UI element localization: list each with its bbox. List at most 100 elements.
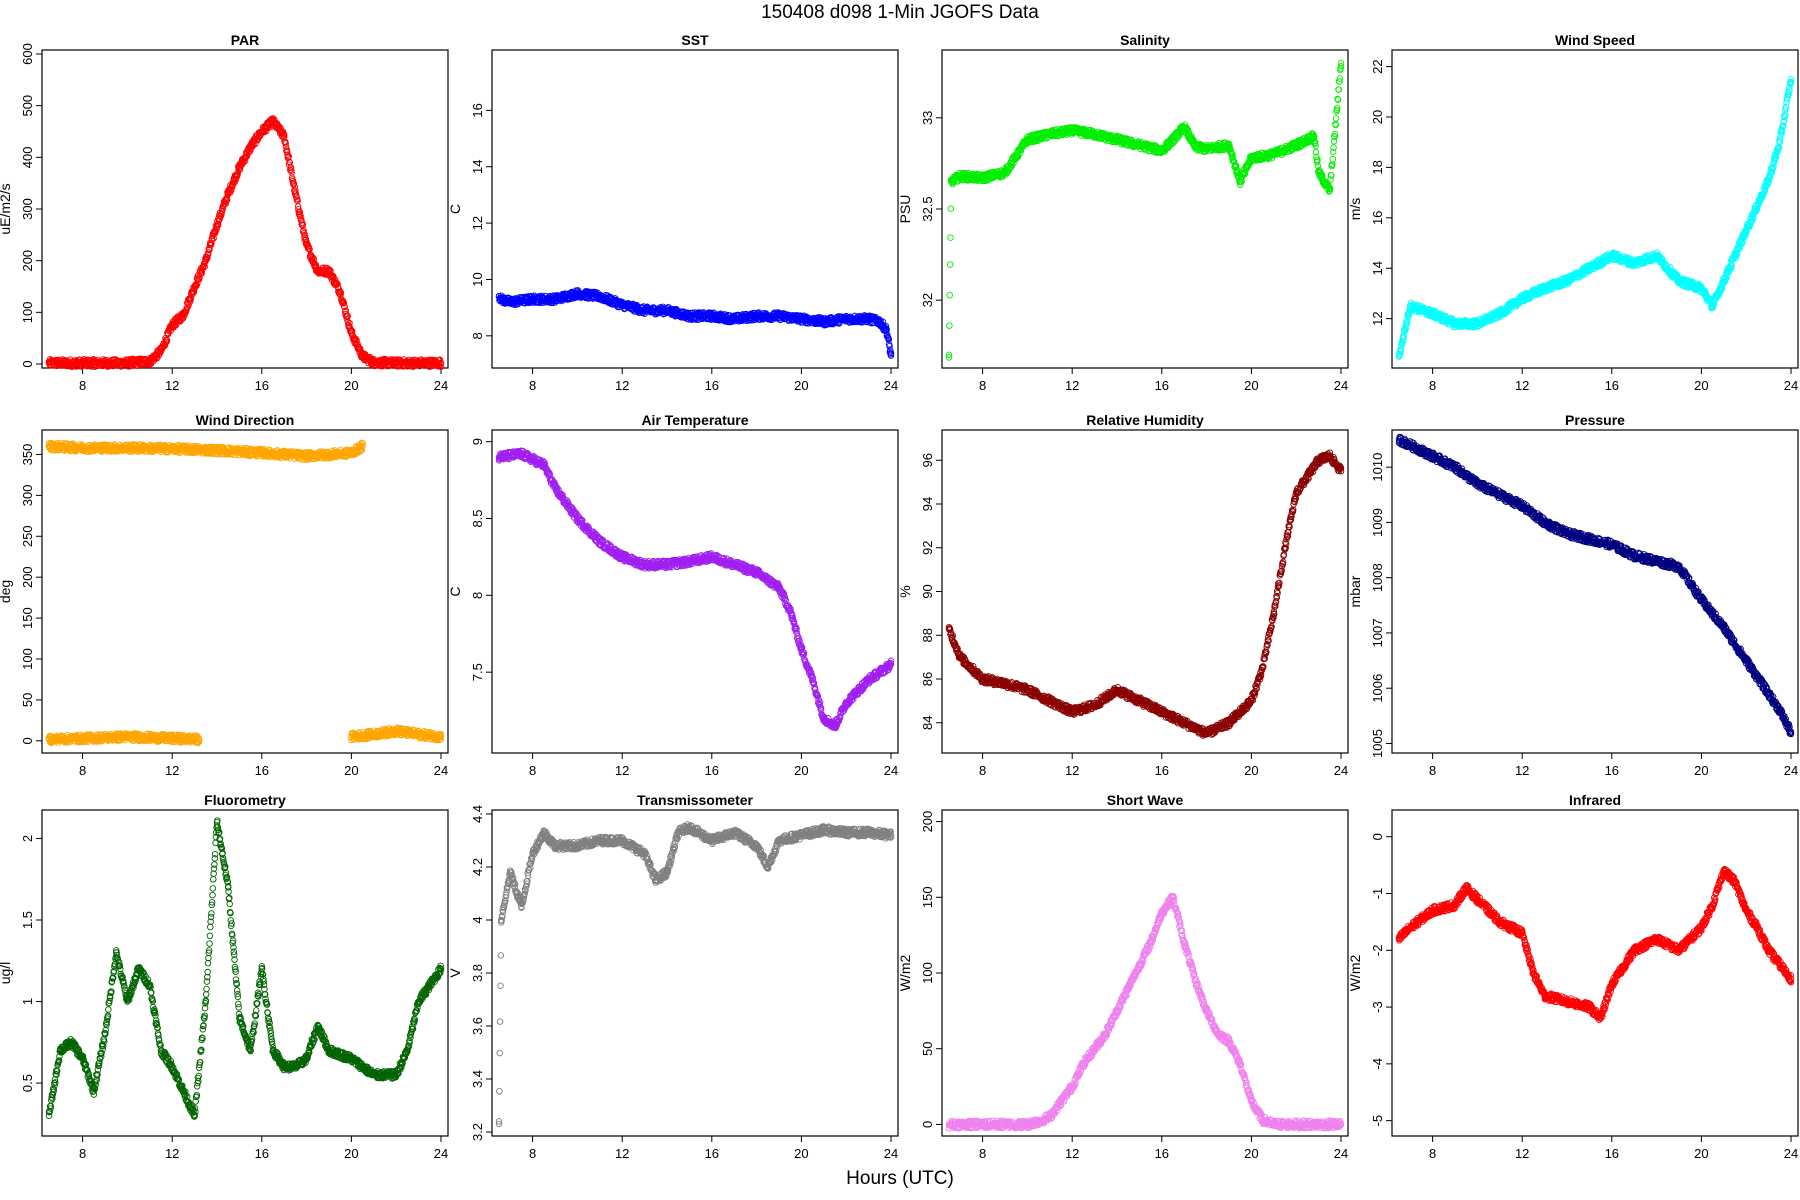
y-tick-label-wind-direction: 150	[20, 607, 35, 629]
y-tick-label-wind-direction: 350	[20, 444, 35, 466]
y-tick-label-wind-speed: 18	[1370, 160, 1385, 174]
y-tick-label-wind-direction: 200	[20, 566, 35, 588]
data-point-salinity	[946, 322, 953, 329]
data-point-par	[310, 255, 317, 263]
data-point-par	[183, 307, 190, 314]
y-tick-label-par: 300	[20, 198, 35, 220]
data-point-par	[284, 151, 291, 158]
y-tick-label-par: 200	[20, 250, 35, 272]
plot-frame-wind-direction	[41, 429, 449, 754]
plot-frame-salinity	[941, 49, 1349, 369]
y-tick-label-sst: 10	[470, 272, 485, 286]
data-point-par	[280, 134, 287, 141]
y-tick-label-wind-direction: 100	[20, 648, 35, 670]
data-point-salinity	[1332, 115, 1340, 122]
x-tick-label-par: 24	[434, 378, 448, 393]
data-point-par	[210, 234, 217, 242]
data-point-salinity	[947, 205, 955, 212]
data-point-par	[152, 355, 159, 363]
data-point-par	[280, 131, 288, 139]
y-tick-label-par: 100	[20, 301, 35, 323]
data-point-salinity	[1335, 86, 1343, 93]
x-tick-label-wind-direction: 20	[344, 763, 358, 778]
y-tick-label-wind-speed: 14	[1370, 261, 1385, 275]
y-tick-label-wind-speed: 16	[1370, 211, 1385, 225]
y-tick-label-par: 0	[20, 360, 35, 367]
data-point-par	[206, 246, 213, 253]
y-tick-label-sst: 8	[470, 332, 485, 339]
x-tick-label-sst: 24	[884, 378, 898, 393]
data-point-par	[234, 171, 241, 178]
y-axis-label-wind-speed: m/s	[1347, 198, 1363, 221]
panel-title-sst: SST	[681, 32, 709, 48]
y-tick-label-par: 600	[20, 43, 35, 65]
data-point-par	[330, 274, 337, 281]
data-point-par	[232, 175, 240, 183]
y-tick-label-wind-speed: 22	[1370, 59, 1385, 73]
x-tick-label-salinity: 8	[979, 378, 986, 393]
data-point-par	[163, 337, 171, 344]
y-tick-label-wind-speed: 12	[1370, 311, 1385, 325]
data-point-par	[287, 164, 295, 171]
x-tick-label-wind-direction: 24	[434, 763, 448, 778]
y-tick-label-salinity: 32	[920, 293, 935, 307]
y-tick-label-wind-direction: 0	[20, 737, 35, 744]
y-axis-label-par: uE/m2/s	[0, 183, 13, 234]
data-point-salinity	[946, 261, 954, 268]
x-tick-label-salinity: 12	[1065, 378, 1079, 393]
x-tick-label-sst: 12	[615, 378, 629, 393]
x-tick-label-par: 20	[344, 378, 358, 393]
x-tick-label-wind-speed: 24	[1784, 378, 1798, 393]
data-point-par	[211, 230, 219, 237]
x-tick-label-sst: 16	[705, 378, 719, 393]
x-tick-label-salinity: 24	[1334, 378, 1348, 393]
y-tick-label-par: 500	[20, 95, 35, 117]
data-point-par	[340, 299, 348, 307]
data-point-par	[291, 183, 298, 190]
data-point-par	[341, 303, 348, 311]
data-point-par	[179, 315, 187, 322]
x-tick-label-wind-speed: 16	[1605, 378, 1619, 393]
y-tick-label-sst: 16	[470, 103, 485, 117]
data-point-par	[337, 289, 345, 296]
plot-frame-par	[41, 49, 449, 369]
data-point-salinity	[1329, 155, 1337, 163]
panel-title-wind-speed: Wind Speed	[1555, 32, 1635, 48]
y-tick-label-wind-direction: 50	[20, 693, 35, 707]
y-tick-label-wind-direction: 250	[20, 525, 35, 547]
data-point-par	[290, 180, 298, 187]
data-point-par	[292, 187, 299, 194]
panel-title-salinity: Salinity	[1120, 32, 1170, 48]
data-point-salinity	[1337, 59, 1345, 67]
x-tick-label-salinity: 16	[1155, 378, 1169, 393]
x-tick-label-wind-speed: 8	[1429, 378, 1436, 393]
y-tick-label-wind-direction: 300	[20, 485, 35, 507]
panel-title-par: PAR	[231, 32, 260, 48]
data-point-par	[242, 154, 249, 161]
data-point-par	[297, 212, 304, 220]
data-point-salinity	[947, 234, 954, 241]
data-point-par	[187, 294, 195, 302]
y-tick-label-par: 400	[20, 146, 35, 168]
y-axis-label-wind-direction: deg	[0, 580, 13, 603]
x-tick-label-wind-direction: 12	[165, 763, 179, 778]
data-point-salinity	[946, 291, 953, 299]
x-tick-label-par: 8	[79, 378, 86, 393]
y-axis-label-salinity: PSU	[897, 195, 913, 224]
data-point-par	[263, 127, 270, 135]
x-tick-label-par: 12	[165, 378, 179, 393]
figure-title: 150408 d098 1-Min JGOFS Data	[761, 2, 1039, 23]
panel-title-wind-direction: Wind Direction	[196, 412, 295, 428]
x-tick-label-sst: 20	[794, 378, 808, 393]
data-point-par	[201, 263, 208, 270]
data-point-par	[255, 134, 262, 141]
x-tick-label-wind-speed: 12	[1515, 378, 1529, 393]
data-point-par	[282, 140, 289, 147]
y-tick-label-salinity: 33	[920, 111, 935, 125]
